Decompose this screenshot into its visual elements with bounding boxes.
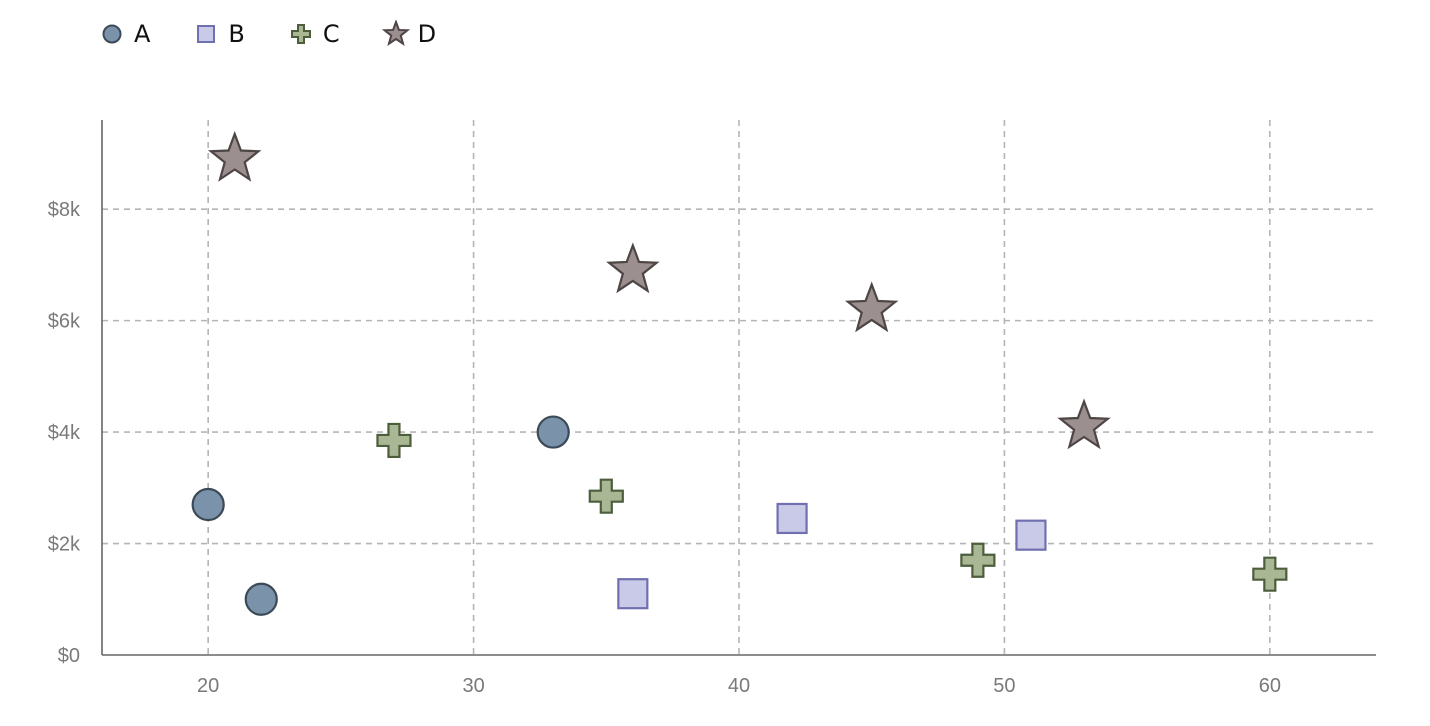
point-star-d[interactable] <box>207 130 262 182</box>
point-cross-c[interactable] <box>960 542 996 578</box>
point-cross-c[interactable] <box>1252 556 1288 592</box>
point-cross-c[interactable] <box>588 478 624 514</box>
legend-label-c: C <box>322 20 340 48</box>
legend-label-b: B <box>228 20 245 48</box>
legend-label-d: D <box>417 20 437 48</box>
tick-labels: 20 30 40 50 60 $0 $2k $4k $6k $8k <box>48 199 1281 697</box>
legend-item-d[interactable]: D <box>381 20 437 48</box>
x-tick-label: 30 <box>462 675 484 697</box>
legend-item-c[interactable]: C <box>287 20 340 48</box>
y-tick-label: $8k <box>48 199 81 221</box>
point-star-d[interactable] <box>1057 398 1111 450</box>
y-tick-label: $6k <box>48 311 81 333</box>
point-square-b[interactable] <box>776 502 808 535</box>
legend-item-a[interactable]: A <box>98 20 150 48</box>
point-square-b[interactable] <box>1015 519 1047 551</box>
grid <box>102 120 1376 655</box>
y-tick-label: $0 <box>58 645 80 667</box>
point-cross-c[interactable] <box>376 422 412 459</box>
point-square-b[interactable] <box>617 578 649 610</box>
point-circle-a[interactable] <box>191 487 225 522</box>
x-tick-label: 60 <box>1259 675 1281 697</box>
point-star-d[interactable] <box>844 281 899 333</box>
legend-item-b[interactable]: B <box>192 20 245 48</box>
circle-marker-icon <box>102 24 122 44</box>
square-marker-icon <box>197 25 216 43</box>
y-tick-label: $2k <box>48 534 81 556</box>
point-circle-a[interactable] <box>536 415 570 449</box>
x-tick-label: 50 <box>993 675 1015 697</box>
x-tick-label: 40 <box>728 675 750 697</box>
cross-marker-icon <box>290 24 311 44</box>
star-marker-icon <box>381 20 410 47</box>
x-tick-label: 20 <box>197 675 219 697</box>
y-tick-label: $4k <box>48 422 81 444</box>
legend-label-a: A <box>134 20 151 48</box>
data-points <box>191 130 1288 616</box>
legend: A B C D <box>98 14 478 54</box>
axes <box>101 120 1376 656</box>
point-star-d[interactable] <box>606 242 660 294</box>
point-circle-a[interactable] <box>244 582 278 616</box>
